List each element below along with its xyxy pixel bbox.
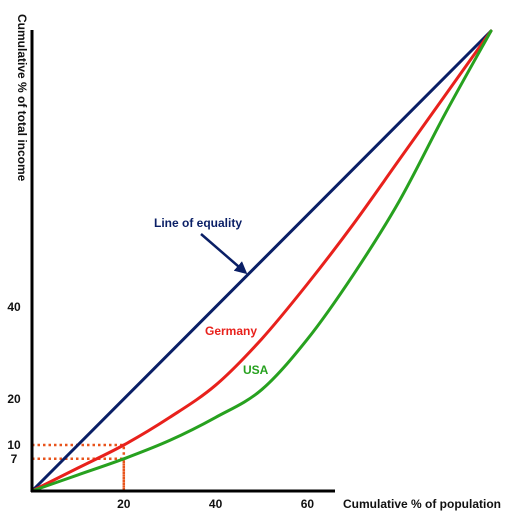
equality-arrow	[200, 233, 248, 275]
series-line-germany	[30, 29, 493, 493]
y-tick-label: 10	[7, 438, 21, 452]
tick-labels: 20 40 60 710 20 40	[7, 300, 314, 511]
series-line-usa	[30, 29, 493, 493]
x-tick-label: 40	[209, 497, 223, 511]
series-layer	[30, 29, 493, 493]
y-axis-title: Cumulative % of total income	[15, 14, 29, 182]
series-line-line-of-equality	[30, 29, 493, 493]
annotation-usa: USA	[243, 363, 269, 377]
guide-line-20-10	[32, 443, 126, 491]
y-tick-label: 7	[11, 452, 18, 466]
annotation-germany: Germany	[205, 324, 257, 338]
x-axis-title: Cumulative % of population	[343, 497, 501, 511]
y-tick-label: 20	[7, 392, 21, 406]
annotation-line-of-equality: Line of equality	[154, 216, 242, 230]
x-tick-label: 20	[117, 497, 131, 511]
x-tick-label: 60	[301, 497, 315, 511]
guide-lines	[32, 443, 126, 491]
y-tick-label: 40	[7, 300, 21, 314]
